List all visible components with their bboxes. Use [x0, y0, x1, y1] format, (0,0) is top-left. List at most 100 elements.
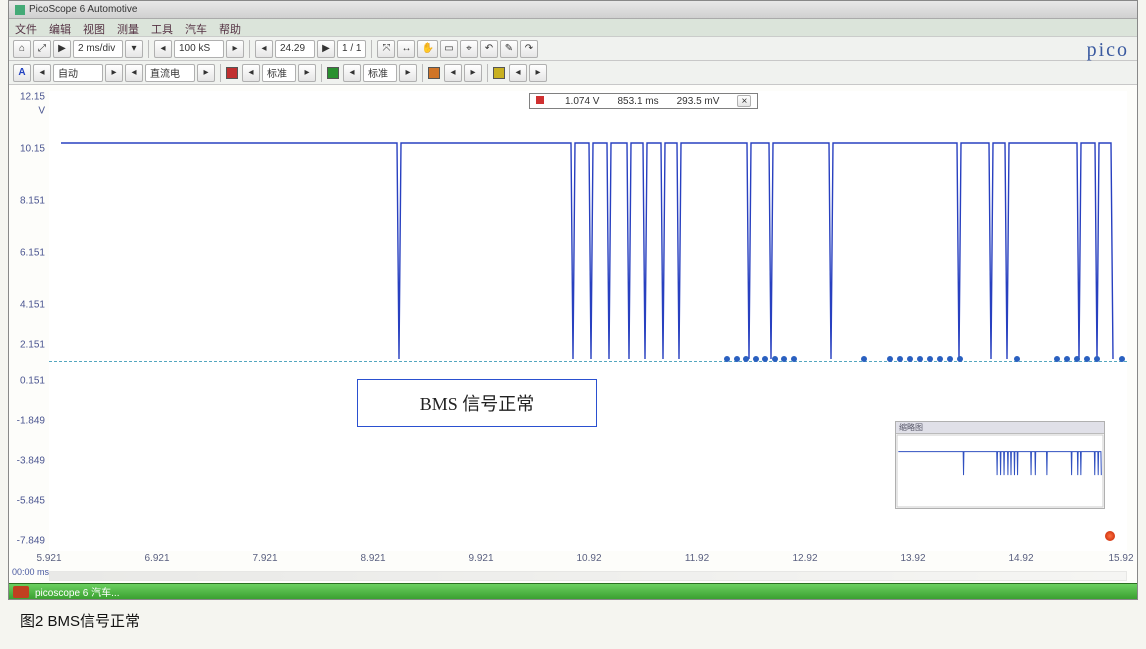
oprev[interactable]: ◂ [444, 64, 462, 82]
sep-6 [422, 64, 423, 82]
red-chip-icon[interactable] [226, 67, 238, 79]
edge-marker-icon [897, 356, 903, 362]
ch-a-mode[interactable]: 自动 [53, 64, 103, 82]
sep-1 [148, 40, 149, 58]
buffer-prev[interactable]: ◂ [255, 40, 273, 58]
y-tick-label: 4.151 [20, 300, 45, 311]
measure-chip [536, 96, 547, 107]
y-tick-label: 10.15 [20, 144, 45, 155]
channel-a-button[interactable]: A [13, 64, 31, 82]
menu-help[interactable]: 帮助 [219, 21, 241, 34]
menu-measure[interactable]: 测量 [117, 21, 139, 34]
style-a-next[interactable]: ▸ [298, 64, 316, 82]
x-tick-label: 13.92 [900, 553, 925, 564]
pico-logo: pico [1087, 39, 1129, 62]
play-button[interactable]: ▶ [53, 40, 71, 58]
toolbar-channels: A ◂ 自动 ▸ ◂ 直流电 ▸ ◂ 标准 ▸ ◂ 标准 ▸ ◂ ▸ ◂ ▸ [9, 61, 1137, 85]
annotation-callout[interactable]: BMS 信号正常 [357, 379, 597, 427]
titlebar[interactable]: PicoScope 6 Automotive [9, 1, 1137, 19]
buffer-next[interactable]: ▶ [317, 40, 335, 58]
sep-7 [487, 64, 488, 82]
timebase-field[interactable]: 2 ms/div [73, 40, 123, 58]
measure-voltage: 1.074 V [565, 96, 599, 107]
sep-5 [321, 64, 322, 82]
edge-marker-icon [1054, 356, 1060, 362]
edge-marker-icon [861, 356, 867, 362]
ch-a-coupling[interactable]: 直流电 [145, 64, 195, 82]
samples-field[interactable]: 100 kS [174, 40, 224, 58]
notes-button[interactable]: ✎ [500, 40, 518, 58]
horizontal-scrollbar[interactable] [49, 571, 1127, 581]
menu-view[interactable]: 视图 [83, 21, 105, 34]
x-tick-label: 5.921 [36, 553, 61, 564]
y-tick-label: -5.845 [17, 496, 45, 507]
timebase-down[interactable]: ▾ [125, 40, 143, 58]
samples-next[interactable]: ▸ [226, 40, 244, 58]
ch-a-coup-prev[interactable]: ◂ [125, 64, 143, 82]
edge-marker-icon [1074, 356, 1080, 362]
marker-row [49, 359, 1127, 365]
callout-text: BMS 信号正常 [420, 390, 535, 416]
ruler-button[interactable]: ↔ [397, 40, 415, 58]
orange-chip-icon[interactable] [428, 67, 440, 79]
measurement-readout[interactable]: 1.074 V 853.1 ms 293.5 mV × [529, 93, 758, 109]
x-tick-label: 12.92 [792, 553, 817, 564]
app-window: PicoScope 6 Automotive 文件 编辑 视图 测量 工具 汽车… [8, 0, 1138, 600]
ch-a-next[interactable]: ▸ [105, 64, 123, 82]
edge-marker-icon [957, 356, 963, 362]
menu-file[interactable]: 文件 [15, 21, 37, 34]
zoomfit-button[interactable]: ⤧ [377, 40, 395, 58]
edge-marker-icon [917, 356, 923, 362]
select-button[interactable]: ▭ [440, 40, 458, 58]
redo-button[interactable]: ↷ [520, 40, 538, 58]
start-button-icon[interactable] [13, 586, 29, 598]
menu-edit[interactable]: 编辑 [49, 21, 71, 34]
gnext[interactable]: ▸ [399, 64, 417, 82]
edge-marker-icon [887, 356, 893, 362]
measure-close-icon[interactable]: × [737, 95, 751, 107]
y-tick-label: 6.151 [20, 248, 45, 259]
cursor-button[interactable]: ⌖ [460, 40, 478, 58]
edge-marker-icon [907, 356, 913, 362]
edge-marker-icon [762, 356, 768, 362]
menu-tools[interactable]: 工具 [151, 21, 173, 34]
y-tick-label: -7.849 [17, 536, 45, 547]
measure-time: 853.1 ms [617, 96, 658, 107]
ynext[interactable]: ▸ [529, 64, 547, 82]
yellow-chip-icon[interactable] [493, 67, 505, 79]
undo-button[interactable]: ↶ [480, 40, 498, 58]
style-a[interactable]: 标准 [262, 64, 296, 82]
y-axis-labels: 12.15V10.158.1516.1514.1512.1510.151-1.8… [9, 91, 47, 551]
y-tick-label: V [38, 106, 45, 117]
style-b[interactable]: 标准 [363, 64, 397, 82]
green-chip-icon[interactable] [327, 67, 339, 79]
edge-marker-icon [927, 356, 933, 362]
plot-area[interactable]: 1.074 V 853.1 ms 293.5 mV × BMS 信号正常 缩略图 [49, 91, 1127, 551]
taskbar-item[interactable]: picoscope 6 汽车... [35, 584, 119, 599]
hand-button[interactable]: ✋ [417, 40, 437, 58]
samples-prev[interactable]: ◂ [154, 40, 172, 58]
zoom-button[interactable]: ⤢ [33, 40, 51, 58]
sep-4 [220, 64, 221, 82]
style-a-prev[interactable]: ◂ [242, 64, 260, 82]
onext[interactable]: ▸ [464, 64, 482, 82]
x-tick-label: 7.921 [252, 553, 277, 564]
home-button[interactable]: ⌂ [13, 40, 31, 58]
ch-a-prev[interactable]: ◂ [33, 64, 51, 82]
y-tick-label: 12.15 [20, 92, 45, 103]
status-led-icon [1105, 531, 1115, 541]
ch-a-coup-next[interactable]: ▸ [197, 64, 215, 82]
edge-marker-icon [1014, 356, 1020, 362]
x-axis-labels: 5.9216.9217.9218.9219.92110.9211.9212.92… [49, 553, 1127, 567]
menu-auto[interactable]: 汽车 [185, 21, 207, 34]
sep-3 [371, 40, 372, 58]
taskbar[interactable]: picoscope 6 汽车... [9, 583, 1137, 599]
buffer-field[interactable]: 24.29 [275, 40, 315, 58]
yprev[interactable]: ◂ [509, 64, 527, 82]
overview-svg [896, 434, 1104, 508]
gprev[interactable]: ◂ [343, 64, 361, 82]
measure-delta: 293.5 mV [677, 96, 720, 107]
overview-panel[interactable]: 缩略图 [895, 421, 1105, 509]
y-tick-label: 2.151 [20, 340, 45, 351]
app-icon [15, 5, 25, 15]
